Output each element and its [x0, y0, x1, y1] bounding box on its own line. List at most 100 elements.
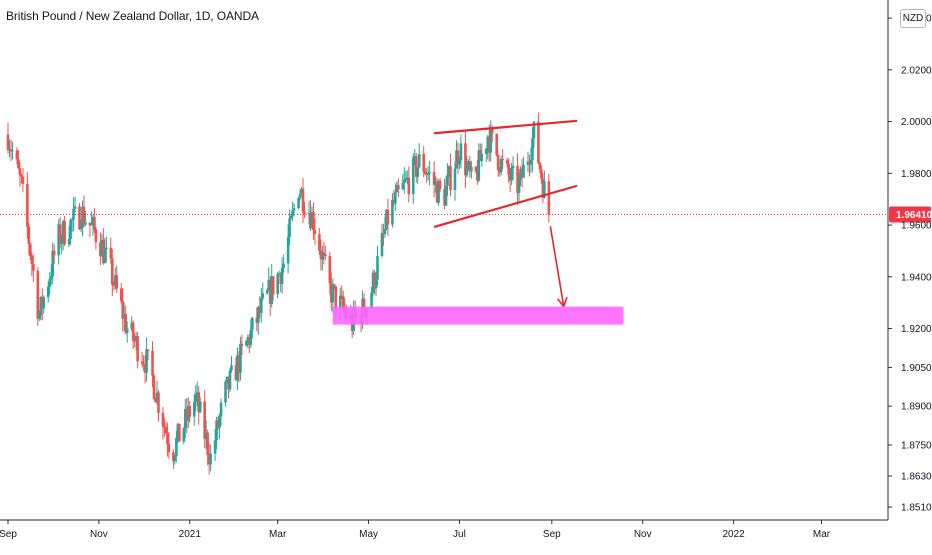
y-tick-label: 1.86300 — [901, 472, 932, 483]
candle-body — [198, 401, 202, 413]
candle-body — [61, 221, 65, 240]
currency-badge[interactable]: NZD — [900, 9, 926, 28]
symbol-title: British Pound / New Zealand Dollar, 1D, … — [6, 9, 259, 23]
candle-body — [414, 156, 418, 177]
y-tick-label: 2.02000 — [901, 65, 932, 76]
candle-body — [225, 376, 229, 382]
candle-body — [236, 355, 239, 381]
candle-body — [46, 286, 50, 298]
x-tick-label: May — [359, 529, 378, 540]
candle-body — [508, 174, 512, 181]
candle-body — [261, 293, 265, 299]
candle-body — [228, 370, 232, 390]
candle-body — [532, 121, 536, 139]
candle-body — [78, 206, 81, 230]
candle-body — [52, 250, 56, 256]
candle-body — [203, 401, 206, 439]
candle-body — [453, 168, 457, 191]
y-tick-label: 1.87500 — [901, 440, 932, 451]
candle-body — [240, 343, 244, 346]
x-tick-label: Nov — [90, 529, 108, 540]
candle-body — [385, 209, 388, 230]
candle-body — [507, 163, 510, 175]
down-arrow — [549, 226, 565, 307]
candle-body — [213, 440, 217, 454]
candle-body — [197, 392, 201, 413]
candle-body — [29, 244, 32, 257]
candle-body — [489, 128, 493, 153]
candle-body — [520, 168, 524, 178]
candle-body — [477, 150, 481, 181]
candle-body — [39, 296, 43, 316]
candle-body — [282, 263, 285, 268]
candle-body — [164, 426, 168, 434]
candle-body — [246, 337, 250, 342]
candle-body — [239, 343, 242, 374]
candle-body — [309, 212, 312, 229]
candle-body — [134, 336, 138, 341]
x-tick-label: Nov — [634, 529, 652, 540]
candle-body — [380, 233, 384, 256]
candle-body — [152, 375, 156, 399]
target-zone — [332, 306, 624, 325]
candle-body — [195, 392, 199, 394]
candle-body — [145, 349, 148, 373]
candle-body — [501, 158, 504, 161]
candle-body — [496, 154, 500, 170]
candle-body — [259, 298, 263, 314]
candle-body — [163, 426, 166, 428]
candle-body — [102, 239, 105, 264]
candle-body — [403, 179, 406, 183]
candle-body — [537, 121, 540, 163]
candle-body — [330, 283, 333, 303]
candle-body — [404, 178, 408, 180]
candle-body — [93, 216, 96, 230]
candle-body — [510, 168, 513, 181]
candle-body — [362, 298, 366, 314]
candle-body — [154, 398, 157, 403]
candle-body — [511, 165, 515, 169]
candle-body — [175, 438, 178, 457]
candle-body — [456, 150, 460, 165]
candle-body — [234, 365, 238, 381]
candle-body — [376, 255, 379, 280]
candle-body — [382, 233, 385, 235]
candle-body — [88, 222, 92, 226]
candle-body — [230, 365, 233, 371]
candle-body — [37, 315, 41, 319]
candle-body — [443, 188, 446, 206]
candle-body — [324, 254, 327, 257]
candle-body — [42, 297, 46, 309]
candle-body — [547, 181, 551, 215]
candle-body — [313, 230, 317, 235]
candle-body — [219, 402, 223, 417]
candle-body — [437, 180, 440, 203]
candle-body — [227, 376, 230, 390]
candle-body — [186, 406, 190, 421]
candle-body — [425, 173, 428, 175]
candle-body — [218, 416, 221, 428]
candle-body — [529, 160, 533, 165]
candle-body — [331, 284, 335, 303]
candle-body — [516, 165, 519, 193]
candle-body — [289, 215, 293, 219]
candle-body — [100, 239, 104, 257]
x-tick-label: Jul — [453, 529, 466, 540]
candle-body — [435, 181, 439, 203]
candle-body — [245, 341, 248, 346]
candle-body — [224, 381, 227, 403]
candle-body — [479, 150, 482, 162]
candle-body — [257, 307, 260, 323]
candle-body — [194, 393, 198, 402]
candle-body — [392, 200, 396, 204]
channel-trendline — [434, 119, 578, 135]
candle-body — [499, 158, 503, 173]
candle-body — [79, 227, 83, 230]
candle-body — [490, 128, 494, 134]
candle-body — [249, 329, 253, 345]
candle-body — [40, 296, 44, 309]
candle-body — [72, 208, 75, 220]
candle-body — [82, 206, 86, 225]
